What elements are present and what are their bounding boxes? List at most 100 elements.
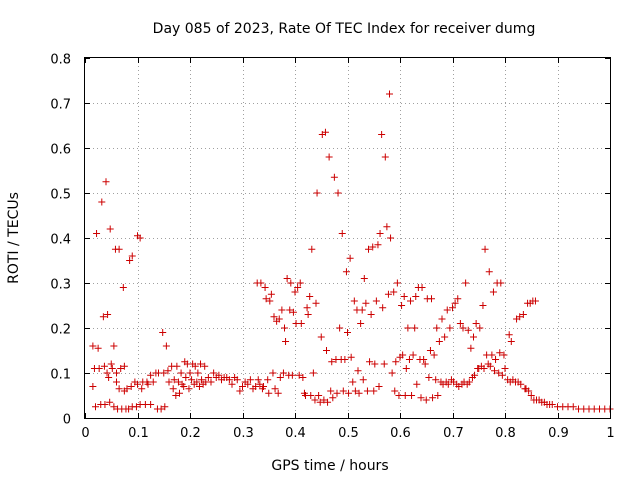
data-point (299, 374, 307, 381)
data-point (433, 324, 441, 332)
data-point (481, 245, 489, 253)
data-point (425, 374, 433, 381)
data-point (182, 374, 190, 381)
data-point (323, 347, 330, 354)
data-point (188, 376, 196, 384)
y-tick-label: 0.8 (50, 53, 71, 68)
data-point (106, 225, 114, 233)
x-tick-label: 0.3 (233, 426, 254, 441)
data-point (201, 362, 209, 370)
data-point (527, 392, 535, 399)
data-point (270, 313, 278, 321)
data-point (110, 403, 118, 411)
data-point (308, 245, 316, 253)
data-point (288, 371, 296, 379)
data-point (89, 342, 97, 350)
data-point (428, 295, 435, 303)
data-point (275, 315, 283, 323)
data-point (317, 333, 325, 341)
data-point (126, 257, 134, 264)
data-point (456, 320, 464, 327)
data-point (476, 324, 484, 332)
data-point (191, 362, 199, 370)
data-point (102, 178, 110, 186)
data-point (359, 376, 367, 384)
data-point (165, 378, 173, 386)
data-point (465, 378, 473, 386)
data-point (446, 324, 454, 332)
x-tick-label: 0.7 (443, 426, 464, 441)
data-point (435, 338, 443, 345)
data-point (333, 389, 341, 397)
data-point (256, 380, 264, 388)
data-point (517, 380, 525, 388)
data-point (304, 311, 312, 318)
data-point (413, 380, 421, 388)
y-axis-label: ROTI / TECUs (6, 192, 22, 284)
data-point (117, 365, 125, 372)
data-point (198, 376, 206, 384)
data-point (306, 293, 314, 300)
data-point (363, 387, 371, 395)
data-point (381, 153, 389, 161)
data-point (441, 333, 449, 341)
data-point (370, 387, 378, 395)
data-point (281, 324, 288, 332)
data-point (479, 302, 487, 309)
data-point (489, 288, 497, 296)
data-point (215, 371, 223, 379)
data-point (138, 385, 146, 393)
data-point (498, 371, 506, 379)
data-point (291, 288, 299, 296)
data-point (495, 369, 503, 377)
data-point (276, 374, 284, 381)
data-point (125, 405, 133, 413)
data-point (519, 311, 527, 318)
data-point (325, 153, 333, 161)
data-point (405, 356, 413, 363)
data-point (324, 398, 332, 406)
data-point (261, 284, 269, 291)
data-point (307, 392, 315, 399)
x-tick-label: 0 (81, 426, 89, 441)
data-point (485, 268, 493, 276)
data-point (449, 304, 456, 312)
data-point (346, 254, 354, 262)
data-point (252, 383, 260, 390)
data-point (262, 295, 270, 303)
plot-frame (84, 57, 611, 419)
data-point (186, 369, 194, 377)
data-point (492, 356, 500, 363)
data-point (392, 358, 400, 366)
data-point (387, 234, 395, 242)
data-point (355, 389, 363, 397)
data-point (157, 405, 165, 413)
data-point (505, 331, 513, 339)
data-point (372, 297, 380, 305)
data-point (132, 403, 140, 411)
data-point (327, 387, 335, 395)
data-point (311, 396, 319, 404)
data-point (350, 297, 358, 305)
y-tick-label: 0.6 (50, 143, 71, 158)
data-point (488, 351, 496, 359)
data-point (516, 313, 524, 321)
data-point (500, 351, 508, 359)
data-point (329, 394, 337, 402)
data-point (115, 385, 123, 393)
data-point (173, 362, 181, 370)
data-point (401, 392, 409, 399)
data-point (136, 234, 144, 242)
data-point (264, 376, 272, 384)
data-point (444, 380, 452, 388)
data-point (459, 324, 467, 332)
data-point (115, 245, 123, 253)
data-point (480, 365, 488, 372)
data-point (525, 387, 533, 395)
data-point (366, 358, 374, 366)
data-point (101, 401, 109, 408)
data-point (92, 403, 99, 411)
data-point (418, 284, 426, 291)
data-point (170, 376, 178, 384)
y-tick-label: 0.4 (50, 233, 71, 248)
